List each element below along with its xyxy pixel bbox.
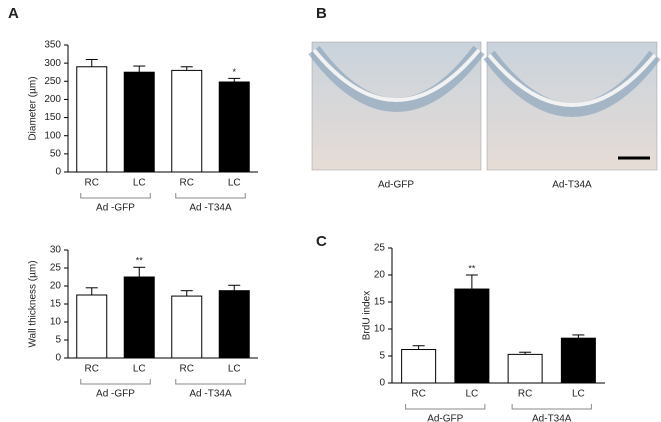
x-tick-label: RC [85, 364, 99, 375]
y-tick-label: 25 [374, 243, 386, 254]
y-tick-label: 150 [44, 112, 61, 123]
group-label: Ad -GFP [96, 203, 135, 214]
bar [171, 295, 203, 359]
y-tick-label: 300 [44, 58, 61, 69]
x-tick-label: RC [180, 178, 194, 189]
y-tick-label: 250 [44, 76, 61, 87]
y-tick-label: 0 [55, 353, 61, 364]
panel-label: C [316, 233, 327, 250]
bar [218, 81, 250, 173]
y-tick-label: 0 [379, 378, 385, 389]
y-tick-label: 10 [374, 324, 386, 335]
y-tick-label: 15 [50, 299, 62, 310]
group-label: Ad-GFP [427, 414, 463, 422]
micrograph-caption: Ad-GFP [378, 180, 414, 191]
y-tick-label: 30 [50, 245, 62, 256]
annotation: ** [468, 263, 476, 273]
group-label: Ad-T34A [532, 414, 572, 422]
panel-label: B [316, 5, 327, 22]
x-tick-label: LC [228, 178, 241, 189]
micrograph [483, 41, 661, 171]
y-tick-label: 25 [50, 263, 62, 274]
x-tick-label: LC [465, 389, 478, 400]
x-tick-label: LC [228, 364, 241, 375]
y-tick-label: 100 [44, 130, 61, 141]
bar [76, 294, 108, 359]
y-tick-label: 50 [50, 148, 62, 159]
bar [560, 337, 596, 384]
panel-label: A [8, 5, 19, 22]
group-label: Ad -T34A [189, 203, 232, 214]
group-label: Ad -T34A [189, 389, 232, 400]
x-tick-label: LC [133, 364, 146, 375]
y-tick-label: 15 [374, 297, 386, 308]
annotation: ** [136, 256, 144, 266]
group-bracket [80, 193, 151, 199]
y-axis-label: Wall thickness (µm) [28, 260, 39, 347]
group-bracket [175, 379, 246, 385]
bar [171, 69, 203, 173]
y-tick-label: 0 [55, 167, 61, 178]
y-tick-label: 5 [379, 351, 385, 362]
x-tick-label: LC [133, 178, 146, 189]
bar [76, 66, 108, 173]
y-tick-label: 200 [44, 94, 61, 105]
bar [123, 71, 155, 173]
group-label: Ad -GFP [96, 389, 135, 400]
annotation: * [232, 67, 236, 77]
group-bracket [80, 379, 151, 385]
x-tick-label: RC [518, 389, 532, 400]
micrograph [308, 41, 485, 171]
y-tick-label: 10 [50, 317, 62, 328]
y-tick-label: 20 [50, 281, 62, 292]
bar [454, 288, 490, 384]
bar [401, 349, 437, 384]
bar [218, 290, 250, 359]
group-bracket [405, 404, 486, 410]
y-tick-label: 5 [55, 335, 61, 346]
micrograph-caption: Ad-T34A [552, 180, 592, 191]
group-bracket [511, 404, 592, 410]
y-axis-label: Diameter (µm) [28, 76, 39, 140]
x-tick-label: RC [411, 389, 425, 400]
x-tick-label: LC [572, 389, 585, 400]
bar [507, 353, 543, 384]
y-tick-label: 20 [374, 270, 386, 281]
y-axis-label: BrdU index [362, 291, 373, 340]
bar [123, 276, 155, 359]
x-tick-label: RC [180, 364, 194, 375]
group-bracket [175, 193, 246, 199]
y-tick-label: 350 [44, 40, 61, 51]
x-tick-label: RC [85, 178, 99, 189]
